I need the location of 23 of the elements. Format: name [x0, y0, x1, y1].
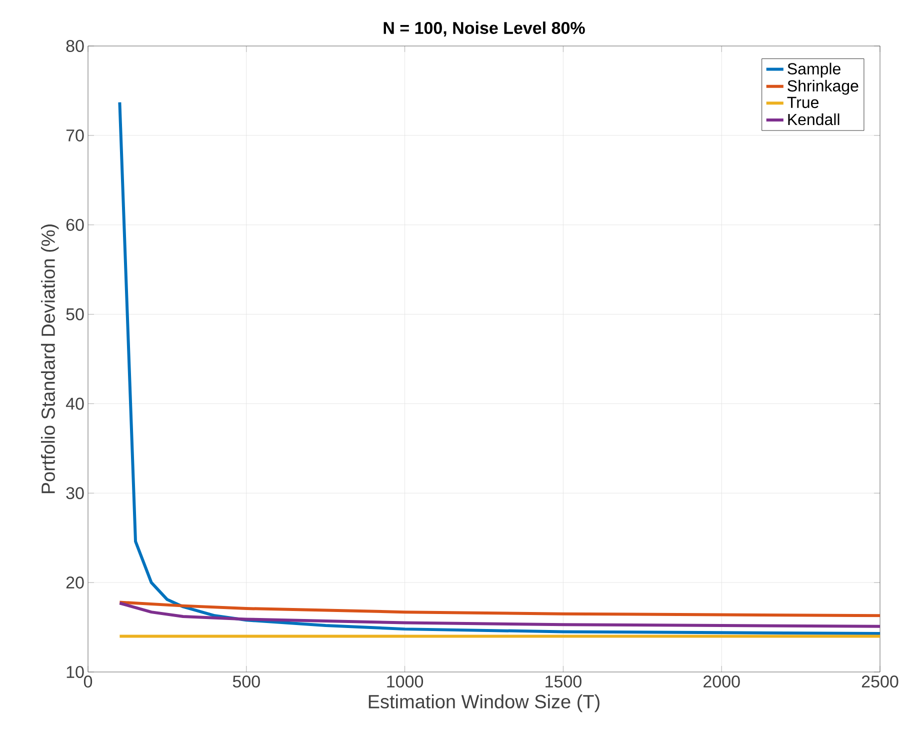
y-axis-title: Portfolio Standard Deviation (%) — [40, 224, 59, 494]
y-tick-label: 50 — [66, 308, 84, 320]
x-tick-label: 1000 — [387, 676, 424, 688]
x-tick-label: 2500 — [862, 676, 898, 688]
x-tick-label: 2000 — [704, 676, 740, 688]
y-tick-label: 20 — [66, 576, 84, 589]
legend-label: True — [787, 96, 819, 108]
y-tick-label: 60 — [66, 218, 84, 231]
x-tick-label: 500 — [232, 676, 260, 688]
x-tick-label: 1500 — [546, 676, 582, 688]
x-axis-title: Estimation Window Size (T) — [368, 694, 600, 712]
x-tick-label: 0 — [84, 676, 92, 688]
y-tick-label: 40 — [66, 398, 84, 410]
legend-label: Kendall — [788, 113, 840, 126]
chart-title: N = 100, Noise Level 80% — [384, 22, 585, 36]
y-tick-label: 80 — [66, 40, 84, 52]
legend-label: Shrinkage — [788, 80, 858, 95]
line-series — [118, 602, 880, 628]
line-series — [118, 600, 880, 618]
legend-label: Sample — [788, 62, 840, 78]
y-tick-label: 30 — [66, 487, 84, 500]
y-tick-label: 70 — [66, 129, 84, 142]
y-tick-label: 10 — [66, 666, 84, 678]
